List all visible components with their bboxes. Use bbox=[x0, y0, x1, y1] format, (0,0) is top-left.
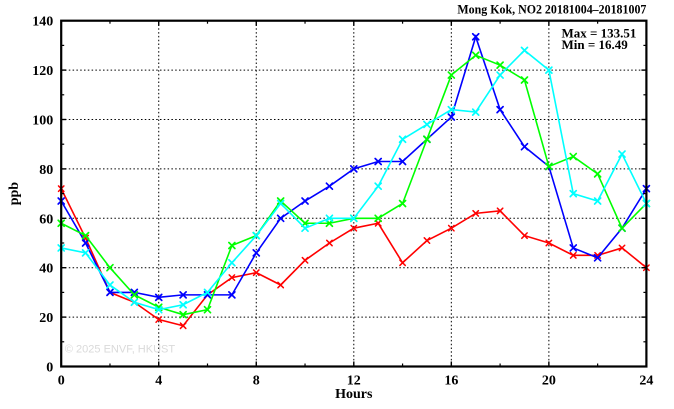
svg-text:16: 16 bbox=[444, 374, 458, 389]
svg-text:60: 60 bbox=[39, 212, 53, 227]
svg-text:8: 8 bbox=[253, 374, 260, 389]
svg-text:20: 20 bbox=[39, 311, 53, 326]
svg-text:ppb: ppb bbox=[7, 182, 22, 206]
svg-text:Hours: Hours bbox=[335, 387, 373, 402]
svg-text:0: 0 bbox=[46, 361, 53, 376]
svg-text:120: 120 bbox=[32, 64, 53, 79]
svg-text:80: 80 bbox=[39, 163, 53, 178]
svg-text:100: 100 bbox=[32, 114, 53, 129]
svg-text:© 2025 ENVF, HKUST: © 2025 ENVF, HKUST bbox=[65, 344, 175, 356]
svg-text:4: 4 bbox=[155, 374, 162, 389]
svg-text:24: 24 bbox=[639, 374, 653, 389]
svg-text:40: 40 bbox=[39, 262, 53, 277]
svg-text:Min = 16.49: Min = 16.49 bbox=[562, 37, 629, 52]
svg-text:Mong Kok, NO2 20181004–2018100: Mong Kok, NO2 20181004–20181007 bbox=[457, 2, 646, 17]
svg-text:140: 140 bbox=[32, 15, 53, 30]
svg-text:0: 0 bbox=[58, 374, 65, 389]
svg-text:20: 20 bbox=[542, 374, 556, 389]
